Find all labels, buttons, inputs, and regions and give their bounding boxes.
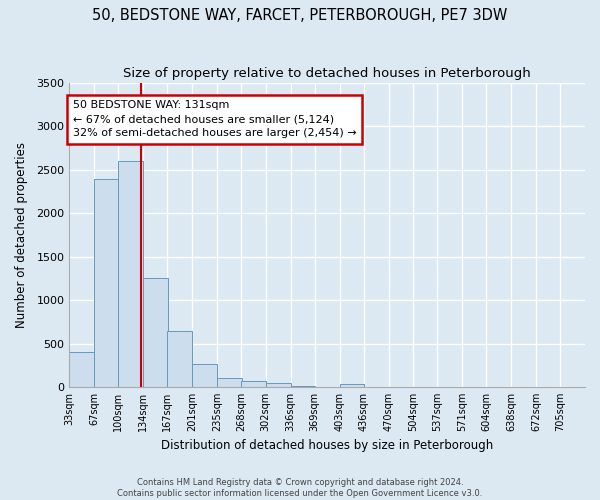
- Bar: [266, 384, 290, 387]
- Bar: [192, 364, 217, 387]
- Text: Contains HM Land Registry data © Crown copyright and database right 2024.
Contai: Contains HM Land Registry data © Crown c…: [118, 478, 482, 498]
- Title: Size of property relative to detached houses in Peterborough: Size of property relative to detached ho…: [123, 68, 531, 80]
- Bar: [167, 332, 192, 387]
- Text: 50 BEDSTONE WAY: 131sqm
← 67% of detached houses are smaller (5,124)
32% of semi: 50 BEDSTONE WAY: 131sqm ← 67% of detache…: [73, 100, 356, 138]
- Y-axis label: Number of detached properties: Number of detached properties: [15, 142, 28, 328]
- Bar: [340, 384, 364, 387]
- Text: 50, BEDSTONE WAY, FARCET, PETERBOROUGH, PE7 3DW: 50, BEDSTONE WAY, FARCET, PETERBOROUGH, …: [92, 8, 508, 22]
- Bar: [118, 161, 143, 387]
- Bar: [290, 386, 316, 387]
- X-axis label: Distribution of detached houses by size in Peterborough: Distribution of detached houses by size …: [161, 440, 493, 452]
- Bar: [143, 278, 168, 387]
- Bar: [70, 352, 94, 387]
- Bar: [241, 382, 266, 387]
- Bar: [94, 178, 119, 387]
- Bar: [217, 378, 242, 387]
